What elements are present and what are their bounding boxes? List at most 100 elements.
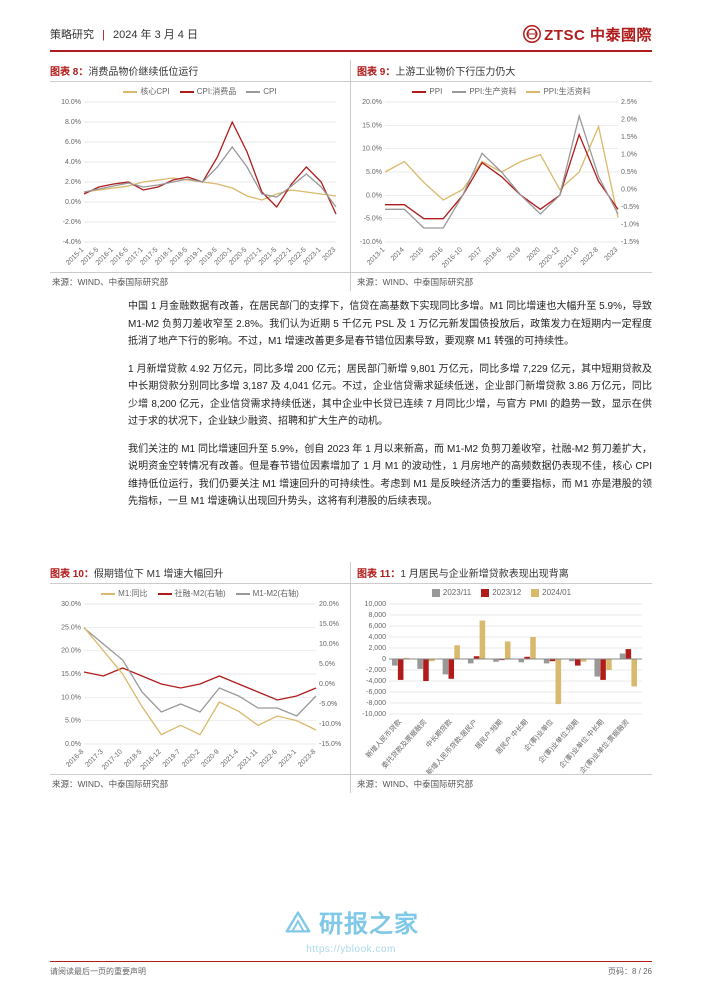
chart-11-col: 图表 11：1 月居民与企业新增贷款表现出现背离 2023/11 2023/12…: [351, 562, 652, 793]
chart-9-panel: PPI PPI:生产资料 PPI:生活资料 -10.0%-5.0%0.0%5.0…: [351, 81, 652, 273]
svg-text:2023: 2023: [321, 246, 337, 262]
chart-8-caption: 图表 8：: [50, 67, 88, 78]
chart-row-2: 图表 10：假期错位下 M1 增速大幅回升 M1:同比 社融-M2(右轴) M1…: [50, 562, 652, 793]
svg-text:2015: 2015: [409, 246, 425, 262]
logo-icon: [523, 25, 541, 43]
legend-item: PPI: [412, 86, 442, 97]
chart-11-svg: -10,000-8,000-6,000-4,000-2,00002,0004,0…: [351, 584, 652, 774]
svg-text:2019-7: 2019-7: [162, 748, 182, 768]
svg-text:2016: 2016: [429, 246, 445, 262]
svg-text:8.0%: 8.0%: [65, 119, 81, 126]
doc-category: 策略研究: [50, 29, 94, 41]
svg-text:2023-1: 2023-1: [278, 748, 298, 768]
svg-text:企(事)业单位:中长期: 企(事)业单位:中长期: [557, 717, 606, 770]
watermark-icon: [283, 907, 313, 937]
svg-text:4.0%: 4.0%: [65, 159, 81, 166]
svg-text:0.0%: 0.0%: [65, 741, 81, 748]
svg-text:-5.0%: -5.0%: [319, 701, 337, 708]
svg-text:2.0%: 2.0%: [621, 117, 637, 124]
svg-text:2021-10: 2021-10: [557, 246, 580, 269]
svg-text:-10,000: -10,000: [362, 711, 386, 718]
svg-text:15.0%: 15.0%: [362, 122, 382, 129]
svg-text:2020: 2020: [526, 246, 542, 262]
svg-text:-15.0%: -15.0%: [319, 741, 341, 748]
svg-text:1.5%: 1.5%: [621, 134, 637, 141]
legend-item: CPI:消费品: [180, 86, 237, 97]
footer-disclaimer: 请阅读最后一页的重要声明: [50, 966, 146, 977]
svg-text:0.5%: 0.5%: [621, 169, 637, 176]
svg-text:2.5%: 2.5%: [621, 99, 637, 106]
page-footer: 请阅读最后一页的重要声明 页码：8 / 26: [50, 961, 652, 977]
chart-10-source: 来源：WIND、中泰国际研究部: [50, 775, 351, 793]
chart-10-legend: M1:同比 社融-M2(右轴) M1-M2(右轴): [60, 588, 340, 599]
svg-text:2013-1: 2013-1: [366, 246, 386, 266]
chart-9-source: 来源：WIND、中泰国际研究部: [351, 273, 652, 291]
legend-item: 2024/01: [531, 588, 571, 597]
svg-text:2016-10: 2016-10: [441, 246, 464, 269]
svg-text:-0.5%: -0.5%: [621, 204, 639, 211]
separator: |: [102, 29, 105, 41]
svg-text:2.0%: 2.0%: [65, 179, 81, 186]
svg-text:委托贷款及票据融资: 委托贷款及票据融资: [380, 717, 429, 770]
svg-text:6.0%: 6.0%: [65, 139, 81, 146]
svg-text:25.0%: 25.0%: [61, 624, 81, 631]
chart-11-caption: 图表 11：: [357, 569, 400, 580]
chart-11-title: 图表 11：1 月居民与企业新增贷款表现出现背离: [351, 562, 652, 583]
chart-9-title: 图表 9：上游工业物价下行压力仍大: [351, 60, 652, 81]
chart-8-svg: -4.0%-2.0%0.0%2.0%4.0%6.0%8.0%10.0%2015-…: [50, 82, 350, 272]
svg-text:0.0%: 0.0%: [366, 192, 382, 199]
chart-10-col: 图表 10：假期错位下 M1 增速大幅回升 M1:同比 社融-M2(右轴) M1…: [50, 562, 351, 793]
legend-item: PPI:生活资料: [526, 86, 590, 97]
svg-text:企(事)业单位:票据融资: 企(事)业单位:票据融资: [578, 717, 631, 774]
chart-11-legend: 2023/11 2023/12 2024/01: [361, 588, 642, 597]
watermark: 研报之家: [0, 904, 702, 939]
chart-8-legend: 核心CPI CPI:消费品 CPI: [60, 86, 340, 97]
chart-11-source: 来源：WIND、中泰国际研究部: [351, 775, 652, 793]
chart-8-title: 图表 8：消费品物价继续低位运行: [50, 60, 351, 81]
footer-page: 页码：8 / 26: [608, 966, 652, 977]
watermark-url: https://yblook.com: [0, 944, 702, 955]
svg-text:2023-8: 2023-8: [297, 748, 317, 768]
legend-item: 2023/11: [432, 588, 471, 597]
legend-item: CPI: [246, 86, 276, 97]
svg-text:-1.0%: -1.0%: [621, 222, 639, 229]
chart-9-svg: -10.0%-5.0%0.0%5.0%10.0%15.0%20.0%-1.5%-…: [351, 82, 652, 272]
svg-text:2016-8: 2016-8: [65, 748, 85, 768]
svg-text:8,000: 8,000: [368, 612, 386, 619]
paragraph-1: 中国 1 月金融数据有改善，在居民部门的支撑下，信贷在高基数下实现同比多增。M1…: [128, 298, 652, 351]
svg-text:-2,000: -2,000: [366, 667, 386, 674]
legend-item: 社融-M2(右轴): [158, 588, 226, 599]
svg-text:5.0%: 5.0%: [319, 661, 335, 668]
svg-text:-2.0%: -2.0%: [63, 219, 81, 226]
legend-item: M1-M2(右轴): [236, 588, 299, 599]
watermark-text: 研报之家: [319, 904, 419, 939]
svg-text:30.0%: 30.0%: [61, 601, 81, 608]
svg-text:2021-11: 2021-11: [237, 748, 260, 771]
svg-text:15.0%: 15.0%: [61, 671, 81, 678]
logo-text: ZTSC 中泰國際: [544, 24, 652, 45]
svg-text:2018-12: 2018-12: [140, 748, 163, 771]
svg-text:2017-10: 2017-10: [101, 748, 124, 771]
svg-text:-10.0%: -10.0%: [360, 239, 382, 246]
legend-item: M1:同比: [101, 588, 147, 599]
chart-10-panel: M1:同比 社融-M2(右轴) M1-M2(右轴) 0.0%5.0%10.0%1…: [50, 583, 351, 775]
page-header: 策略研究 | 2024 年 3 月 4 日 ZTSC 中泰國際: [50, 18, 652, 52]
body-text: 中国 1 月金融数据有改善，在居民部门的支撑下，信贷在高基数下实现同比多增。M1…: [128, 298, 652, 521]
svg-text:2018-6: 2018-6: [483, 246, 503, 266]
legend-item: PPI:生产资料: [452, 86, 516, 97]
svg-text:10.0%: 10.0%: [61, 99, 81, 106]
svg-text:-1.5%: -1.5%: [621, 239, 639, 246]
svg-text:0.0%: 0.0%: [319, 681, 335, 688]
svg-text:4,000: 4,000: [368, 634, 386, 641]
svg-text:2022-6: 2022-6: [258, 748, 278, 768]
svg-text:1.0%: 1.0%: [621, 152, 637, 159]
svg-text:2017: 2017: [468, 246, 484, 262]
chart-8-source: 来源：WIND、中泰国际研究部: [50, 273, 351, 291]
legend-item: 2023/12: [481, 588, 521, 597]
svg-text:-6,000: -6,000: [366, 689, 386, 696]
doc-date: 2024 年 3 月 4 日: [113, 29, 198, 41]
svg-text:2022-8: 2022-8: [580, 246, 600, 266]
chart-9-caption: 图表 9：: [357, 67, 395, 78]
svg-text:0.0%: 0.0%: [65, 199, 81, 206]
header-left: 策略研究 | 2024 年 3 月 4 日: [50, 26, 198, 42]
